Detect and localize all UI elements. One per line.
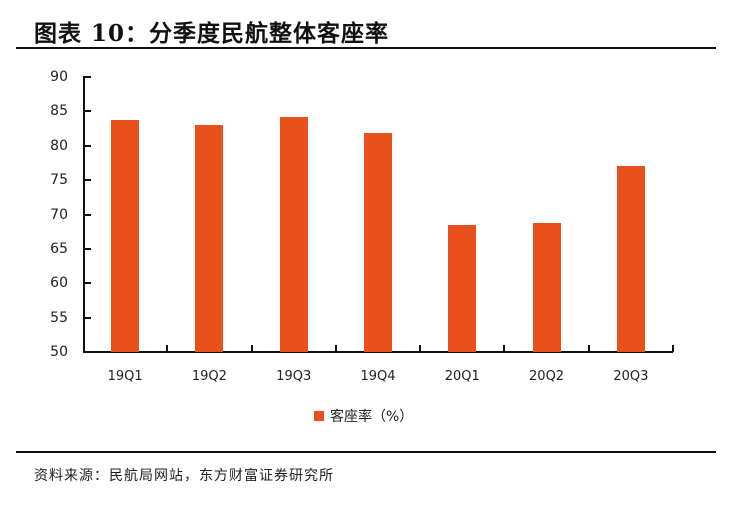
y-tick-label: 80 [50, 137, 68, 154]
legend-swatch-icon [314, 411, 324, 421]
bar-20q1 [448, 224, 477, 352]
x-tick [419, 345, 422, 352]
x-tick [503, 345, 506, 352]
y-tick-label: 75 [50, 172, 68, 189]
y-tick [83, 110, 91, 113]
bar-chart: 50 55 60 65 70 75 80 85 90 19Q1 19Q2 19Q3 19Q4 20Q1 20… [50, 69, 674, 384]
bar-19q4 [364, 133, 392, 352]
y-tick-label: 90 [50, 69, 68, 85]
bar-19q1 [111, 120, 140, 352]
x-tick-label: 20Q3 [613, 369, 649, 384]
bar-20q2 [532, 223, 561, 352]
bar-19q2 [195, 125, 224, 352]
y-tick-label: 70 [50, 206, 68, 223]
y-tick-label: 85 [50, 103, 68, 120]
chart-title: 图表 10：分季度民航整体客座率 [34, 20, 390, 47]
x-tick-label: 19Q1 [107, 369, 143, 384]
bar-20q3 [616, 166, 645, 352]
x-tick-label: 20Q2 [529, 369, 565, 384]
bar-19q3 [279, 116, 308, 352]
y-tick-label: 55 [50, 309, 68, 326]
y-tick [83, 213, 91, 216]
footer-divider [16, 451, 716, 453]
y-tick-label: 65 [50, 240, 68, 257]
y-tick [83, 316, 91, 319]
x-axis [83, 351, 673, 353]
x-tick [334, 345, 337, 352]
x-tick-label: 19Q2 [191, 369, 227, 384]
y-tick [83, 247, 91, 250]
y-tick-label: 60 [50, 275, 68, 292]
y-tick [83, 76, 91, 78]
x-tick [250, 345, 253, 352]
legend-label: 客座率（%） [330, 409, 414, 425]
x-tick-label: 19Q4 [360, 369, 396, 384]
x-tick [587, 345, 590, 352]
y-tick [83, 179, 91, 182]
x-tick-label: 20Q1 [444, 369, 480, 384]
chart-legend: 客座率（%） [314, 406, 413, 426]
x-tick [166, 345, 169, 352]
y-tick [83, 351, 91, 353]
title-divider [16, 47, 716, 49]
y-tick [83, 282, 91, 285]
x-tick-label: 19Q3 [276, 369, 312, 384]
source-note: 资料来源：民航局网站，东方财富证券研究所 [34, 468, 334, 484]
y-tick-label: 50 [50, 344, 68, 360]
y-tick [83, 144, 91, 147]
x-tick [672, 345, 674, 352]
